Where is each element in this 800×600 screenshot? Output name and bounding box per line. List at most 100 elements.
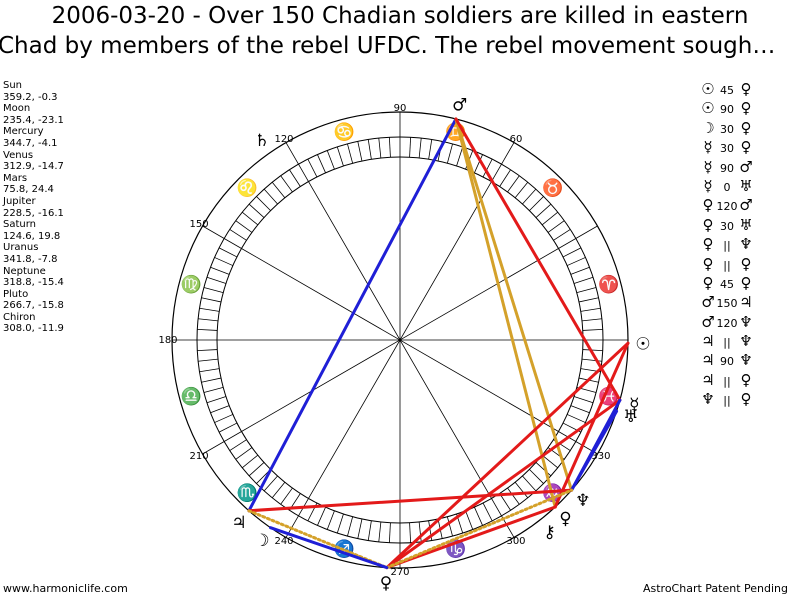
degree-label: 240 [274,536,293,547]
degree-tick [210,266,230,275]
aspect-planet-2: ♃ [739,293,753,312]
aspect-row: ♀ 120 ♂ [700,196,800,215]
aspect-angle: 45 [720,84,734,97]
aspect-planet-1: ♃ [701,370,715,389]
planet-glyph-icon: ⚷ [543,522,555,542]
degree-label: 90 [394,103,407,114]
planet-position: 235.4, -23.1 [3,114,64,126]
planet-name: Chiron [3,311,36,323]
planet-glyph-icon: ♄ [254,131,269,151]
degree-tick [263,475,278,492]
aspect-angle: 0 [723,180,731,194]
degree-tick [223,238,242,249]
planet-name: Mercury [3,126,44,138]
zodiac-sign-icon: ♏ [237,483,258,504]
degree-tick [499,493,511,511]
aspect-angle: 120 [716,316,738,330]
degree-tick [214,257,233,266]
degree-tick [206,396,227,404]
degree-tick [418,521,422,542]
degree-tick [326,150,335,170]
aspect-angle: 30 [720,142,734,156]
planet-position: 312.9, -14.7 [3,161,64,173]
aspect-planet-2: ♀ [740,273,752,292]
zodiac-sign-icon: ♋ [334,121,355,142]
planet-name: Sun [3,80,23,91]
degree-tick [256,196,271,211]
degree-tick [541,211,559,226]
degree-tick [229,229,247,241]
aspect-planet-1: ☽ [701,118,715,137]
planet-position: 341.8, -7.8 [3,253,58,265]
degree-tick [553,229,571,241]
aspect-planet-1: ♀ [702,235,714,254]
aspect-angle: 30 [720,219,734,233]
planet-name: Venus [3,149,34,161]
degree-tick [241,211,259,226]
zodiac-sign-icon: ♈ [598,274,619,295]
degree-tick [317,154,326,173]
aspect-row: ♂ 120 ♆ [700,313,800,332]
planet-position: 344.7, -4.1 [3,137,58,149]
degree-tick [280,175,293,193]
planet-glyph-icon: ♀ [380,574,392,594]
aspect-line [385,488,574,570]
degree-tick [582,328,603,331]
aspect-planet-2: ♅ [739,215,753,234]
degree-tick [482,158,493,178]
aspect-planet-2: ♀ [740,370,752,389]
degree-tick [218,247,238,258]
degree-tick [541,454,559,469]
degree-tick [271,481,286,499]
aspect-planet-1: ♂ [701,312,715,331]
degree-tick [573,396,594,404]
degree-tick [326,510,335,530]
planet-position: 228.5, -16.1 [3,207,64,219]
sign-boundary [575,225,598,239]
planet-name: Neptune [3,265,46,277]
aspect-line [247,117,458,513]
aspect-planet-2: ♀ [740,390,752,409]
planet-glyph-icon: ♀ [559,509,571,529]
degree-tick [507,487,520,505]
degree-tick [567,257,586,266]
degree-tick [514,481,529,499]
aspect-row: ♃ 90 ♆ [700,351,800,370]
degree-tick [347,143,354,164]
aspect-planet-2: ♀ [740,254,752,273]
degree-tick [507,175,520,193]
planet-position: 266.7, -15.8 [3,300,64,312]
aspect-planet-1: ☉ [701,80,715,98]
aspect-planet-2: ♀ [740,138,752,157]
planet-position: 308.0, -11.9 [3,323,64,335]
degree-tick [535,203,552,218]
degree-tick [456,146,464,167]
degree-tick [201,377,222,383]
aspect-row: ☽ 30 ♀ [700,119,800,138]
aspect-planet-2: ♆ [739,312,753,331]
aspect-planet-2: ♅ [739,176,753,195]
aspect-row: ☿ 30 ♀ [700,138,800,157]
aspect-line [454,117,574,492]
degree-label: 330 [591,451,610,462]
degree-tick [535,462,552,477]
planet-positions-list: Sun 359.2, -0.3 Moon 235.4, -23.1 Mercur… [3,80,113,335]
house-cusp-line [241,248,559,432]
degree-label: 180 [158,335,177,346]
degree-tick [235,447,253,460]
degree-tick [367,520,372,541]
degree-tick [218,422,238,433]
aspect-planet-1: ♀ [702,273,714,292]
planet-glyph-icon: ☉ [635,334,650,354]
aspect-row: ☿ 0 ♅ [700,177,800,196]
aspect-row: ♃ || ♆ [700,332,800,351]
degree-tick [357,141,363,162]
degree-tick [582,349,603,352]
degree-tick [491,498,502,517]
aspect-planet-1: ♀ [702,215,714,234]
degree-label: 150 [190,219,209,230]
aspect-line [385,398,622,570]
aspect-planet-2: ♂ [739,196,753,215]
degree-tick [347,516,354,537]
aspect-angle: 120 [716,200,738,214]
